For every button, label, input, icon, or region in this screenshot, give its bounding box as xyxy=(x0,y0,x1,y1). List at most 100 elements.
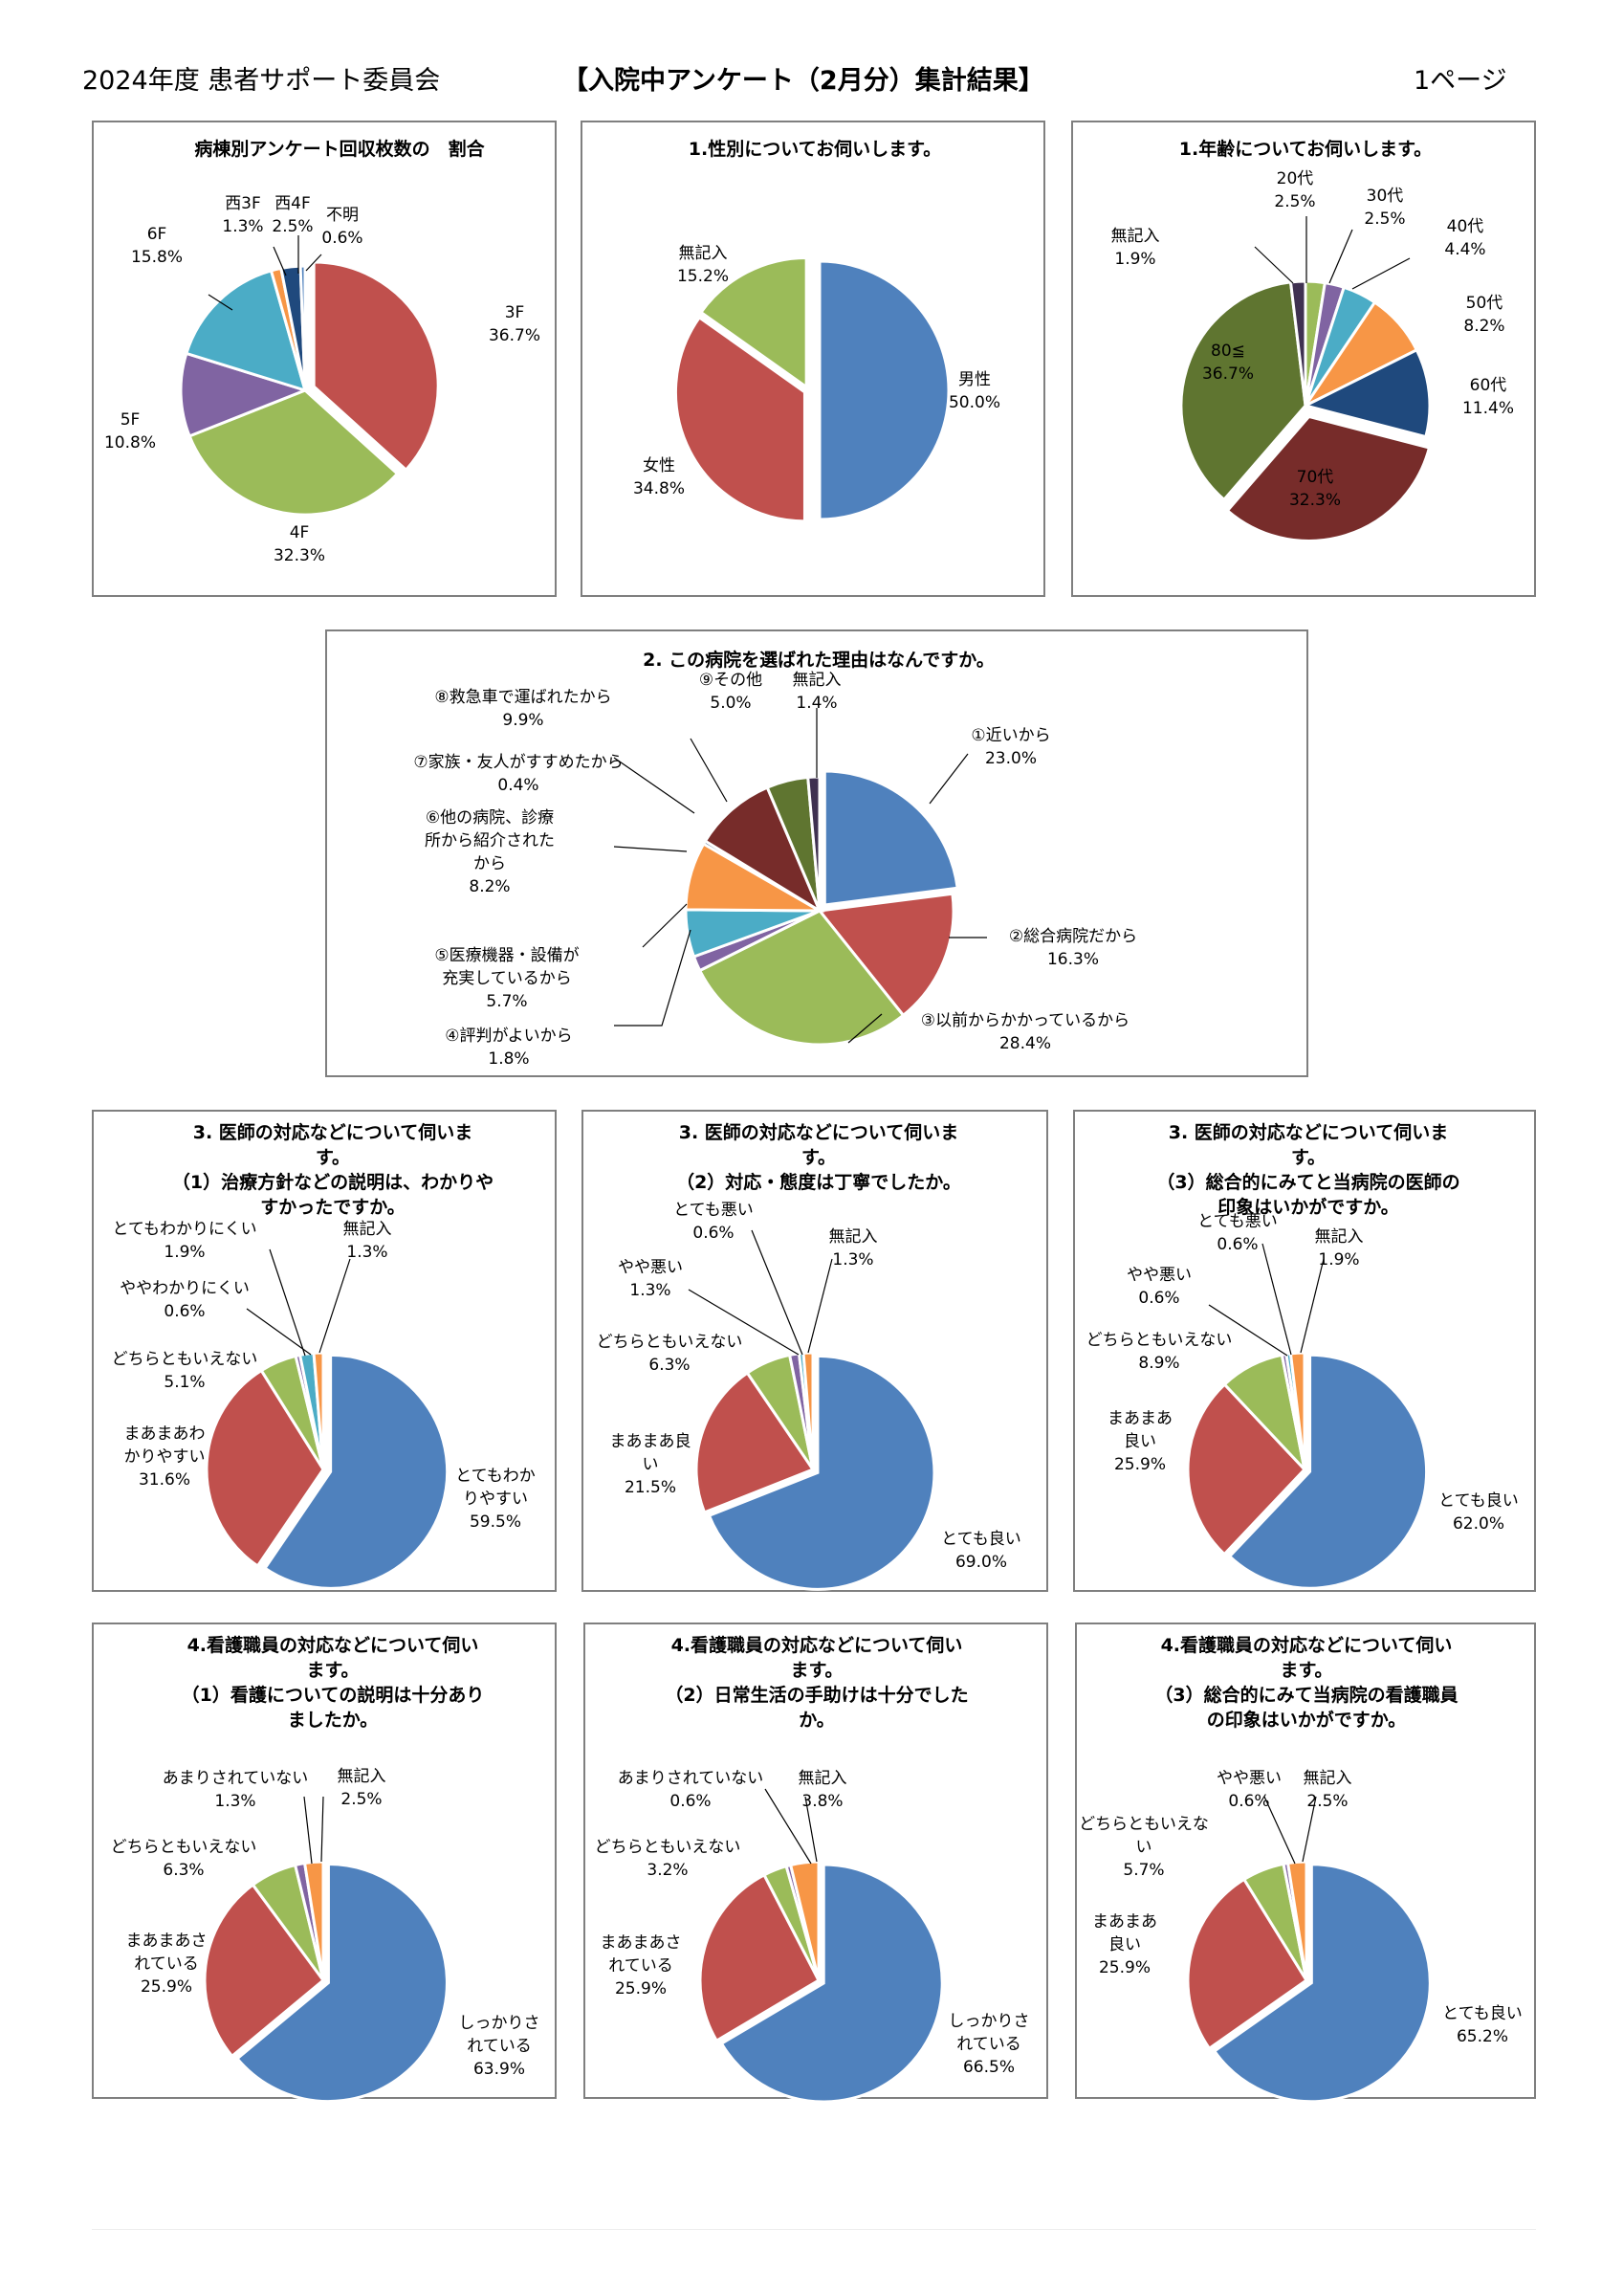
slice-label: 女性 34.8% xyxy=(633,456,685,498)
pie-slice xyxy=(818,259,951,521)
header-center: 【入院中アンケート（2月分）集計結果】 xyxy=(562,66,1044,96)
pie-slice xyxy=(1225,414,1432,542)
slice-label: 無記入 1.9% xyxy=(1315,1227,1364,1269)
slice-label: 6F 15.8% xyxy=(131,225,183,267)
chart-title: ましたか。 xyxy=(288,1710,379,1731)
leader-line xyxy=(1302,1796,1317,1863)
leader-line xyxy=(273,246,287,276)
slice-label: まあまあ良い 25.9% xyxy=(1108,1409,1173,1474)
slice-label: 西3F 1.3% xyxy=(222,194,263,236)
slice-label: ①近いから 23.0% xyxy=(971,726,1050,768)
pie-slice xyxy=(698,255,808,390)
slice-label: 無記入 1.3% xyxy=(829,1227,878,1269)
pie-slice xyxy=(1179,280,1307,502)
leader-line xyxy=(613,846,688,852)
chart-title: （3）総合的にみてと当病院の医師の xyxy=(1156,1171,1459,1193)
pie-slice xyxy=(312,260,440,473)
chart-title: 印象はいかがですか。 xyxy=(1217,1196,1399,1218)
slice-label: どちらともいえない 5.7% xyxy=(1079,1815,1209,1880)
slice-label: まあまあされている 25.9% xyxy=(126,1932,208,1997)
chart-title: す。 xyxy=(1291,1147,1326,1168)
leader-line xyxy=(764,1788,812,1865)
leader-line xyxy=(613,757,695,814)
chart-panel-reason: 2. この病院を選ばれた理由はなんですか。 ①近いから 23.0% ②総合病院だから 1… xyxy=(325,629,1308,1077)
pie-slice xyxy=(205,1368,325,1568)
chart-panel-doctor-2: 3. 医師の対応などについて伺いま す。 （2）対応・態度は丁寧でしたか。 とても良い… xyxy=(581,1110,1048,1592)
chart-age: 1.年齢についてお伺いします。 20代 2.5% 30代 2.5% 40代 4.4% 50代 8… xyxy=(1111,138,1514,542)
chart-panel-doctor-1: 3. 医師の対応などについて伺いま す。 （1）治療方針などの説明は、わかりや すかっ… xyxy=(92,1110,557,1592)
chart-title: （2）対応・態度は丁寧でしたか。 xyxy=(676,1171,961,1193)
leader-line xyxy=(1254,246,1294,284)
leader-line xyxy=(688,1289,800,1356)
chart-reason: 2. この病院を選ばれた理由はなんですか。 ①近いから 23.0% ②総合病院だから 1… xyxy=(413,649,1137,1069)
slice-label: どちらともいえない 5.1% xyxy=(112,1350,258,1392)
leader-line xyxy=(269,1248,306,1357)
slice-label: とてもわかりやすい 59.5% xyxy=(455,1467,536,1532)
chart-title: 4.看護職員の対応などについて伺い xyxy=(671,1634,963,1656)
chart-title: す。 xyxy=(316,1147,350,1168)
slice-label: 男性 50.0% xyxy=(949,370,1000,412)
pie-slice xyxy=(1285,1860,1308,1981)
pie-slice xyxy=(703,785,823,915)
pie-slice xyxy=(203,1883,326,2059)
slice-label: 40代 4.4% xyxy=(1444,217,1485,259)
chart-title: 病棟別アンケート回収枚数の 割合 xyxy=(194,138,485,160)
leader-line xyxy=(1300,1258,1325,1354)
pie-slice xyxy=(298,264,307,391)
chart-title: （3）総合的にみて当病院の看護職員 xyxy=(1154,1684,1458,1706)
chart-panel-nurse-3: 4.看護職員の対応などについて伺い ます。 （3）総合的にみて当病院の看護職員 の印象… xyxy=(1075,1623,1536,2101)
slice-label: とても悪い 0.6% xyxy=(1197,1212,1278,1254)
chart-title: の印象はいかがですか。 xyxy=(1207,1709,1407,1731)
leader-line xyxy=(1208,1304,1288,1357)
pie-slice xyxy=(1186,1877,1309,2051)
chart-title: 3. 医師の対応などについて伺いま xyxy=(679,1121,958,1143)
pie-slice xyxy=(697,909,906,1047)
slice-label: まあまあ良い 21.5% xyxy=(610,1432,691,1497)
leader-line xyxy=(303,1796,313,1865)
chart-title: 3. 医師の対応などについて伺いま xyxy=(1169,1121,1448,1143)
slice-label: どちらともいえない 3.2% xyxy=(595,1838,741,1880)
header-right: 1ページ xyxy=(1414,66,1507,96)
slice-label: 3F 36.7% xyxy=(489,303,540,345)
slice-label: 無記入 1.3% xyxy=(343,1220,392,1262)
slice-label: とてもわかりにくい 1.9% xyxy=(112,1220,256,1262)
slice-label: ⑨その他 5.0% xyxy=(699,671,762,713)
chart-title: ます。 xyxy=(306,1660,359,1681)
slice-label: 不明 0.6% xyxy=(321,206,362,248)
leader-line xyxy=(751,1229,803,1356)
pie-slice xyxy=(698,1872,821,2043)
pie-slice xyxy=(262,1353,450,1590)
pie-slice xyxy=(302,1860,325,1981)
slice-label: とても良い 62.0% xyxy=(1438,1491,1519,1534)
chart-ward-ratio: 病棟別アンケート回収枚数の 割合 3F 36.7% 4F 32.3% 5F 10.8% 6F 1… xyxy=(104,138,540,565)
leader-line xyxy=(1263,1796,1296,1865)
slice-label: 5F 10.8% xyxy=(104,410,156,453)
chart-title: 3. 医師の対応などについて伺いま xyxy=(193,1121,472,1143)
slice-label: どちらともいえない 6.3% xyxy=(111,1838,257,1880)
chart-panel-ward: 病棟別アンケート回収枚数の 割合 3F 36.7% 4F 32.3% 5F 10.8% 6F 1… xyxy=(92,121,557,597)
slice-label: 50代 8.2% xyxy=(1463,294,1504,336)
chart-panel-nurse-1: 4.看護職員の対応などについて伺い ます。 （1）看護についての説明は十分あり ました… xyxy=(92,1623,557,2101)
slice-label: 無記入 15.2% xyxy=(677,244,729,286)
leader-line xyxy=(1261,1243,1292,1356)
slice-label: ⑧救急車で運ばれたから 9.9% xyxy=(434,688,611,730)
slice-label: 20代 2.5% xyxy=(1274,169,1315,211)
leader-line xyxy=(320,1796,324,1863)
leader-line xyxy=(305,254,322,272)
pie-slice xyxy=(312,1351,325,1470)
leader-line xyxy=(208,294,233,311)
slice-label: やや悪い 0.6% xyxy=(1127,1266,1192,1308)
chart-title: すかったですか。 xyxy=(260,1197,406,1218)
slice-label: ③以前からかかっているから 28.4% xyxy=(921,1011,1130,1053)
chart-title: （1）治療方針などの説明は、わかりや xyxy=(172,1171,493,1193)
slice-label: やや悪い 1.3% xyxy=(618,1258,683,1300)
slice-label: ややわかりにくい 0.6% xyxy=(120,1279,250,1321)
chart-title: 1.年齢についてお伺いします。 xyxy=(1179,138,1432,160)
slice-label: 西4F 2.5% xyxy=(272,194,313,236)
chart-panel-gender: 1.性別についてお伺いします。 男性 50.0% 女性 34.8% 無記入 15.2% xyxy=(581,121,1045,597)
pie-slice xyxy=(806,775,822,912)
